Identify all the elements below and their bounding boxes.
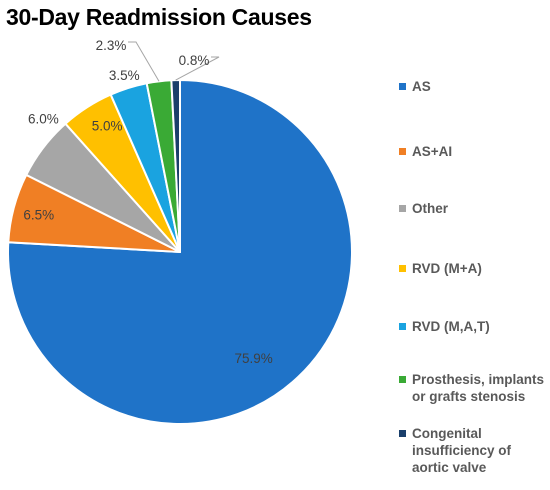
legend-swatch — [399, 265, 406, 272]
data-label-6: 2.3% — [96, 38, 127, 53]
data-label-3: 6.0% — [28, 112, 59, 127]
leader-line-7 — [175, 56, 220, 81]
leader-line-6 — [128, 41, 160, 82]
data-label-1: 75.9% — [234, 351, 272, 366]
legend-item-congenital: Congenital insufficiency of aortic valve — [398, 425, 544, 476]
data-label-5: 3.5% — [109, 68, 140, 83]
legend-swatch — [399, 323, 406, 330]
legend-item-as-ai: AS+AI — [398, 143, 452, 160]
data-label-2: 6.5% — [23, 207, 54, 222]
legend-label: AS+AI — [412, 144, 453, 159]
leader-lines — [128, 41, 220, 82]
slices-layer — [7, 78, 353, 425]
legend-label: AS — [412, 79, 431, 94]
legend-swatch — [399, 430, 406, 437]
data-labels: 75.9% 6.5% 6.0% 5.0% 3.5% 2.3% 0.8% — [23, 38, 272, 366]
legend-item-rvd-m-a: RVD (M+A) — [398, 260, 482, 277]
legend-swatch — [399, 148, 406, 155]
legend-label: Other — [412, 201, 449, 216]
legend-item-other: Other — [398, 200, 448, 217]
data-label-4: 5.0% — [92, 118, 123, 133]
legend-label: Congenital insufficiency of aortic valve — [412, 426, 512, 475]
legend-label: Prosthesis, implants or grafts stenosis — [412, 372, 545, 404]
legend-swatch — [399, 83, 406, 90]
legend-swatch — [399, 205, 406, 212]
legend-item-rvd-m-a-t: RVD (M,A,T) — [398, 318, 490, 335]
legend-swatch — [399, 376, 406, 383]
legend-item-as: AS — [398, 78, 431, 95]
legend-label: RVD (M,A,T) — [412, 319, 490, 334]
chart-title: 30-Day Readmission Causes — [6, 4, 312, 30]
legend-item-prosthesis: Prosthesis, implants or grafts stenosis — [398, 371, 550, 405]
data-label-7: 0.8% — [179, 53, 210, 68]
legend-label: RVD (M+A) — [412, 261, 482, 276]
